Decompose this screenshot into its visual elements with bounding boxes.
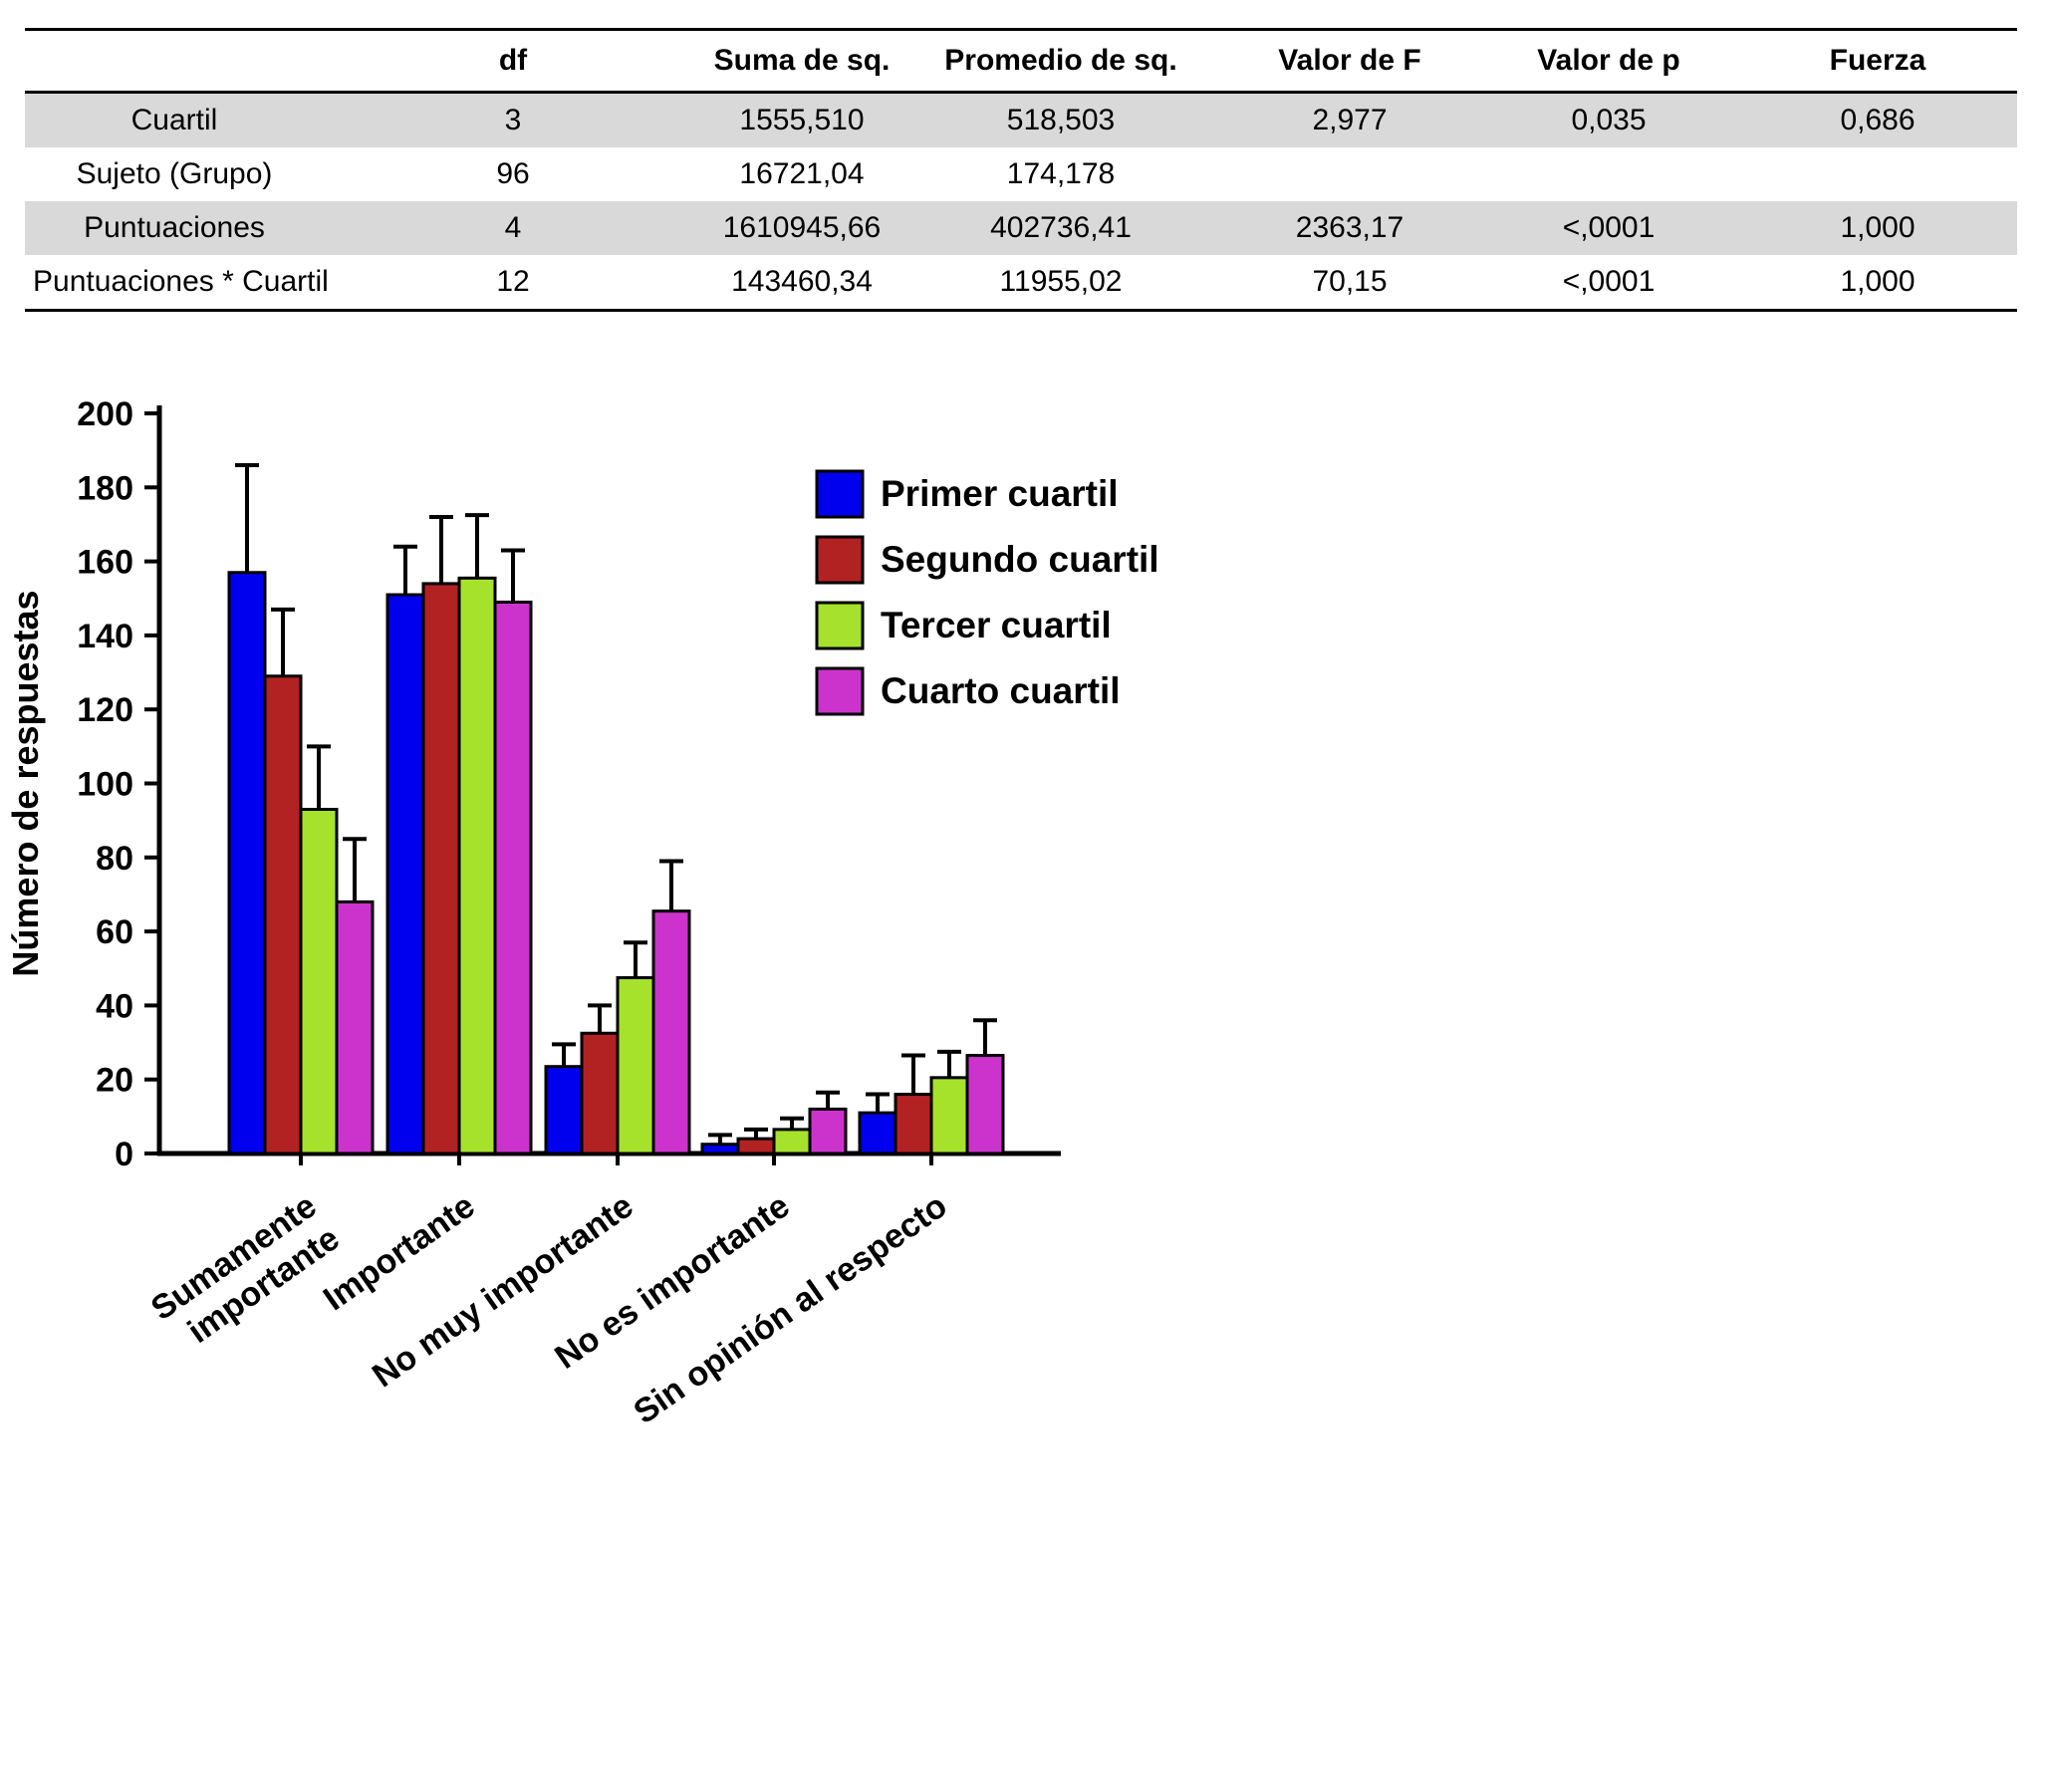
table-cell: 96 bbox=[496, 157, 530, 190]
bar bbox=[263, 674, 303, 1155]
bar bbox=[227, 571, 267, 1155]
table-cell: 70,15 bbox=[1220, 255, 1479, 312]
table-cell: 12 bbox=[324, 255, 702, 312]
bar bbox=[772, 1128, 812, 1155]
bar bbox=[700, 1143, 740, 1155]
table-cell: <,0001 bbox=[1479, 255, 1738, 312]
table-cell: 3 bbox=[504, 104, 522, 136]
anova-table: df Suma de sq. Promedio de sq. Valor de … bbox=[25, 28, 2017, 312]
col-header-valor-p: Valor de p bbox=[1479, 28, 1738, 94]
bar-chart-area: 0 20 40 60 80 100 120 140 160 180 200 Número de res… bbox=[0, 372, 2045, 1792]
bar bbox=[493, 600, 533, 1155]
y-tick-label: 80 bbox=[96, 840, 133, 878]
bar bbox=[736, 1137, 776, 1155]
bar bbox=[335, 899, 375, 1155]
bar bbox=[421, 582, 461, 1155]
y-tick-label: 120 bbox=[77, 691, 133, 729]
col-header-empty bbox=[25, 28, 324, 94]
table-header-row: df Suma de sq. Promedio de sq. Valor de … bbox=[25, 28, 2017, 94]
table-cell: 143460,34 bbox=[702, 255, 901, 312]
y-tick-label: 0 bbox=[115, 1136, 133, 1173]
table-cell: 2363,17 bbox=[1295, 211, 1405, 244]
table-cell: 1,000 bbox=[1840, 211, 1916, 244]
y-tick-label: 40 bbox=[96, 987, 133, 1025]
table-cell bbox=[1738, 147, 2017, 201]
table-cell: 1,000 bbox=[1738, 255, 2017, 312]
legend-label: Cuarto cuartil bbox=[881, 670, 1121, 711]
table-cell: 11955,02 bbox=[901, 255, 1220, 312]
table-cell: 1610945,66 bbox=[722, 211, 882, 244]
table-cell bbox=[1479, 147, 1738, 201]
table-cell: 0,035 bbox=[1571, 104, 1647, 136]
y-tick-label: 60 bbox=[96, 913, 133, 951]
row-label: Cuartil bbox=[130, 104, 218, 136]
bar bbox=[580, 1031, 620, 1155]
x-category-label: No muy importante bbox=[366, 1186, 640, 1395]
col-header-df: df bbox=[324, 28, 702, 94]
col-header-suma: Suma de sq. bbox=[702, 28, 901, 94]
table-cell: <,0001 bbox=[1562, 211, 1656, 244]
bar bbox=[616, 976, 655, 1155]
table-cell: 174,178 bbox=[1006, 157, 1116, 190]
bar bbox=[858, 1111, 897, 1155]
row-label: Puntuaciones * Cuartil bbox=[25, 255, 329, 312]
bar bbox=[894, 1093, 933, 1155]
row-label: Sujeto (Grupo) bbox=[76, 157, 273, 190]
y-tick-label: 160 bbox=[77, 544, 133, 582]
legend-label: Primer cuartil bbox=[881, 473, 1119, 514]
y-axis-title: Número de respuestas bbox=[5, 590, 46, 976]
y-tick-label: 140 bbox=[77, 618, 133, 655]
table-cell: 402736,41 bbox=[990, 211, 1132, 244]
row-puntuaciones: Puntuaciones 4 1610945,66 402736,41 2363… bbox=[25, 201, 2017, 255]
col-header-valor-f: Valor de F bbox=[1220, 28, 1479, 94]
table-cell: 1555,510 bbox=[739, 104, 865, 136]
bar bbox=[544, 1065, 584, 1155]
row-cuartil: Cuartil 3 1555,510 518,503 2,977 0,035 0… bbox=[25, 92, 2017, 147]
y-tick-label: 20 bbox=[96, 1062, 133, 1100]
bar bbox=[385, 593, 425, 1155]
table-cell bbox=[1220, 147, 1479, 201]
bar bbox=[457, 576, 497, 1155]
table-cell: 4 bbox=[504, 211, 522, 244]
row-label: Puntuaciones bbox=[84, 211, 265, 244]
legend-label: Tercer cuartil bbox=[881, 605, 1112, 645]
bar bbox=[929, 1076, 969, 1155]
bar bbox=[299, 808, 339, 1155]
table-cell: 16721,04 bbox=[739, 157, 865, 190]
table-cell: 2,977 bbox=[1312, 104, 1388, 136]
y-tick-label: 100 bbox=[77, 766, 133, 804]
table-cell: 0,686 bbox=[1840, 104, 1916, 136]
y-tick-label: 180 bbox=[77, 469, 133, 507]
row-puntuaciones-cuartil: Puntuaciones * Cuartil 12 143460,34 1195… bbox=[25, 255, 2017, 312]
legend-swatch bbox=[815, 601, 865, 650]
x-category-label: Sin opinión al respecto bbox=[627, 1186, 953, 1431]
col-header-fuerza: Fuerza bbox=[1738, 28, 2017, 94]
col-header-promedio: Promedio de sq. bbox=[901, 28, 1220, 94]
bar bbox=[965, 1054, 1005, 1155]
table-cell: 518,503 bbox=[1006, 104, 1116, 136]
bar bbox=[808, 1107, 848, 1155]
bar bbox=[651, 909, 691, 1155]
legend-swatch bbox=[815, 535, 865, 585]
row-sujeto-grupo: Sujeto (Grupo) 96 16721,04 174,178 bbox=[25, 147, 2017, 201]
x-category-label: Sumamenteimportante bbox=[144, 1186, 347, 1360]
y-tick-label: 200 bbox=[77, 395, 133, 433]
grouped-bar-chart: 0 20 40 60 80 100 120 140 160 180 200 Número de res… bbox=[5, 395, 1159, 1431]
legend-swatch bbox=[815, 469, 865, 519]
legend-label: Segundo cuartil bbox=[881, 539, 1159, 580]
legend-swatch bbox=[815, 666, 865, 716]
